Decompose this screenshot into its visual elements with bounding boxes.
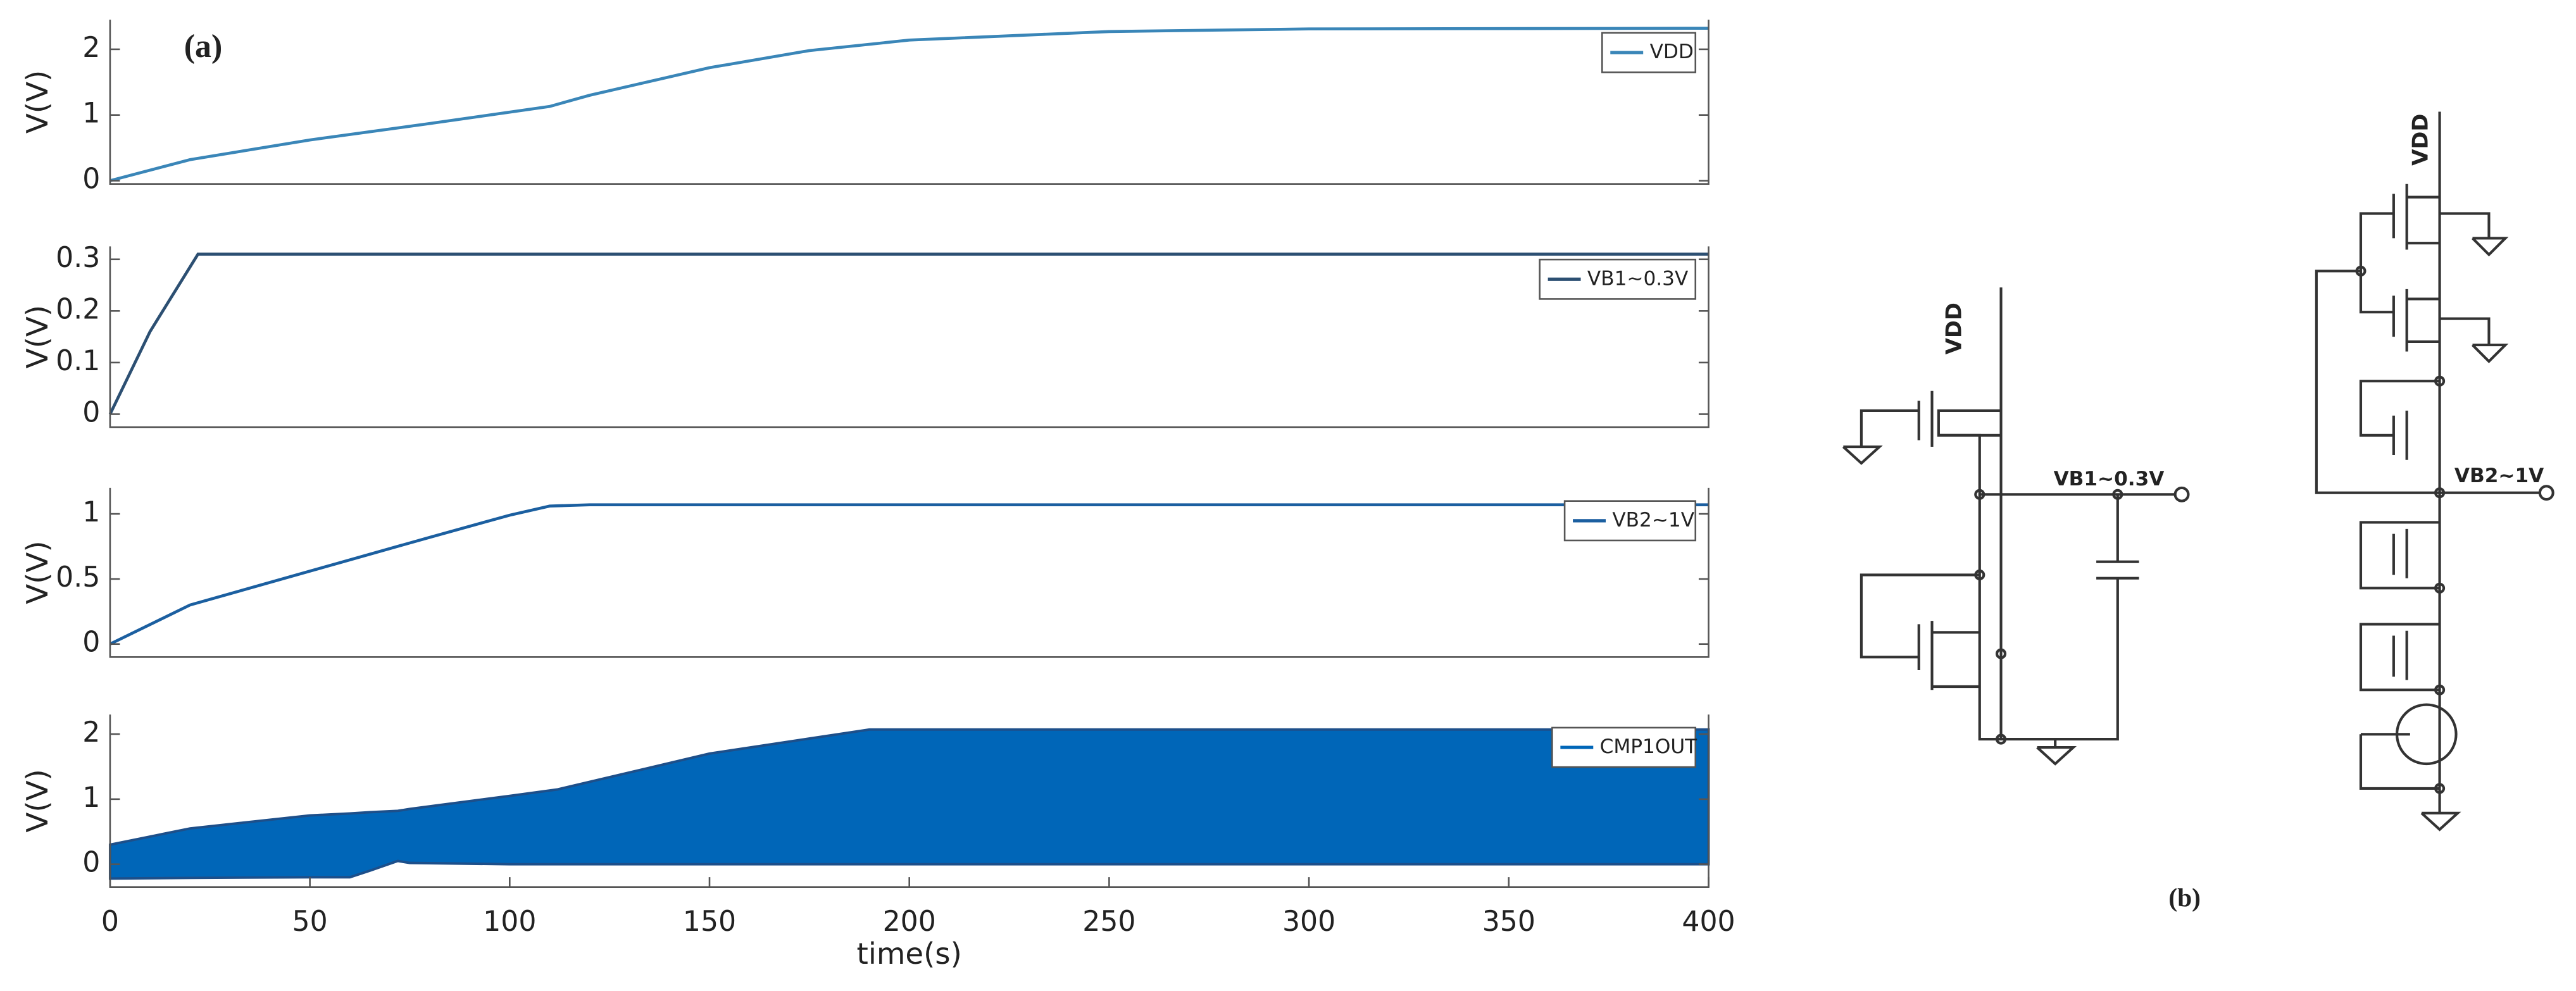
circuit-1: [1842, 287, 2190, 766]
x-tick-label: 300: [1282, 906, 1335, 938]
y-tick-label: 0.5: [56, 561, 100, 594]
y-tick-label: 0: [82, 847, 100, 879]
output-label: VB2~1V: [2454, 464, 2544, 487]
legend-box: [1563, 500, 1697, 542]
y-tick-label: 2: [82, 716, 100, 749]
line: [109, 503, 1709, 645]
y-axis-label: V(V): [21, 305, 55, 368]
output-label: VB1~0.3V: [2054, 468, 2165, 490]
y-tick-label: 0.1: [56, 345, 100, 377]
legend-label: VB2~1V: [1612, 509, 1694, 532]
panel-label: (b): [2168, 883, 2201, 913]
y-tick-label: 0: [82, 626, 100, 659]
panel-label: (a): [184, 28, 223, 65]
x-tick-label: 200: [883, 906, 936, 938]
line: [109, 27, 1709, 182]
y-tick-label: 1: [82, 496, 100, 528]
circuit-2: [2315, 111, 2554, 832]
x-tick-label: 150: [683, 906, 736, 938]
line: [108, 252, 1709, 415]
y-tick-label: 0.3: [56, 242, 100, 274]
x-tick-label: 0: [101, 906, 119, 938]
y-axis-label: V(V): [21, 769, 55, 832]
x-axis-label: time(s): [857, 937, 962, 971]
y-axis-label: V(V): [21, 70, 55, 134]
legend-label: VDD: [1650, 41, 1694, 63]
axes-frame: [109, 487, 1710, 658]
x-tick-label: 50: [292, 906, 328, 938]
x-tick-label: 250: [1082, 906, 1135, 938]
x-tick-label: 350: [1482, 906, 1535, 938]
x-tick-label: 100: [483, 906, 536, 938]
x-tick-label: 400: [1682, 906, 1735, 938]
y-tick-label: 2: [82, 32, 100, 64]
axes-frame: [109, 20, 1710, 185]
axes-frame: [109, 246, 1710, 428]
y-axis-label: V(V): [21, 540, 55, 604]
y-tick-label: 1: [82, 97, 100, 130]
legend-label: VB1~0.3V: [1587, 267, 1689, 290]
supply-label: VDD: [1941, 302, 1966, 354]
legend-label: CMP1OUT: [1600, 735, 1698, 758]
supply-label: VDD: [2408, 114, 2433, 166]
y-tick-label: 0: [82, 396, 100, 428]
y-tick-label: 0.2: [56, 293, 100, 325]
y-tick-label: 0: [82, 163, 100, 196]
y-tick-label: 1: [82, 782, 100, 814]
